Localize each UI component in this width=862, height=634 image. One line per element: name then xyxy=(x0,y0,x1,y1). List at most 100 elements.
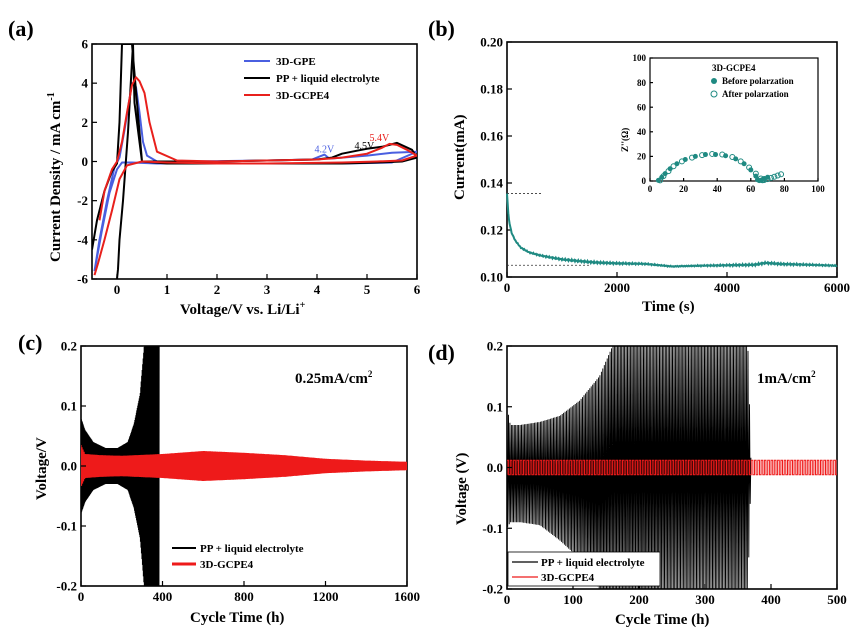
inset-point-1 xyxy=(670,163,677,170)
y-tick-label: 4 xyxy=(82,76,89,91)
x-tick-label: 0 xyxy=(504,280,511,295)
legend-d-label-gcpe: 3D-GCPE4 xyxy=(541,572,595,584)
panel-a-xlabel: Voltage/V vs. Li/Li+ xyxy=(180,300,306,318)
x-tick-label: 0 xyxy=(114,282,121,297)
y-tick-label: 0.0 xyxy=(487,460,503,475)
inset-title: 3D-GCPE4 xyxy=(712,63,756,73)
panel-a-xlabel-sup: + xyxy=(300,300,306,311)
inset-point-1 xyxy=(678,158,685,165)
panel-a-ylabel-text: Current Density / mA cm xyxy=(48,100,64,262)
series-d-pp xyxy=(507,346,752,589)
panel-c-ylabel: Voltage/V xyxy=(34,437,50,500)
panel-a-ylabel: Current Density / mA cm-1 xyxy=(46,92,64,262)
x-tick-label: 0 xyxy=(648,184,653,194)
y-tick-label: 0.2 xyxy=(487,339,503,354)
legend-a-label-gpe: 3D-GPE xyxy=(276,56,316,68)
y-tick-label: 0.20 xyxy=(480,35,503,50)
series-a-line-1 xyxy=(92,44,417,279)
y-tick-label: -0.2 xyxy=(56,579,77,594)
y-tick-label: 0.18 xyxy=(480,82,503,97)
x-tick-label: 400 xyxy=(153,589,173,604)
inset-point-1 xyxy=(660,173,667,180)
x-tick-label: 4 xyxy=(314,282,321,297)
y-tick-label: 60 xyxy=(637,102,647,112)
inset-series xyxy=(655,150,785,184)
legend-d-box xyxy=(507,551,661,587)
inset-point-1 xyxy=(699,152,706,159)
panel-b-ylabel: Current(mA) xyxy=(452,114,468,200)
y-tick-label: 80 xyxy=(637,78,647,88)
x-tick-label: 60 xyxy=(746,184,756,194)
panel-d-xlabel: Cycle Time (h) xyxy=(615,612,709,628)
panel-c-xlabel: Cycle Time (h) xyxy=(190,610,284,626)
x-tick-label: 40 xyxy=(713,184,723,194)
inset-legend-marker-after xyxy=(710,90,718,98)
legend-c-label-pp: PP + liquid electrolyte xyxy=(200,543,304,555)
inset-point-1 xyxy=(657,177,664,184)
series-a-line-2 xyxy=(93,76,417,276)
inset-point-1 xyxy=(771,173,778,180)
inset-point-1 xyxy=(778,171,785,178)
inset-point-1 xyxy=(719,151,726,158)
panel-c-rate: 0.25mA/cm2 xyxy=(295,369,373,387)
series-d-gcpe xyxy=(507,459,837,476)
inset-point-1 xyxy=(767,174,774,181)
inset-point-1 xyxy=(689,154,695,161)
inset-legend-marker-before xyxy=(711,78,717,84)
y-tick-label: 0 xyxy=(82,154,89,169)
inset-point-1 xyxy=(752,170,759,177)
annotation-a-0: 4.2V xyxy=(315,145,336,156)
inset-point-1 xyxy=(737,158,744,165)
x-tick-label: 20 xyxy=(679,184,689,194)
x-tick-label: 500 xyxy=(827,592,847,607)
panel-a-ylabel-sup: -1 xyxy=(46,92,57,100)
x-tick-label: 1600 xyxy=(394,589,420,604)
legend-a-label-pp: PP + liquid electrolyte xyxy=(276,73,380,85)
inset-point-0 xyxy=(655,177,661,183)
y-tick-label: 6 xyxy=(82,37,89,52)
panel-b-xlabel: Time (s) xyxy=(642,299,695,315)
y-tick-label: 0.1 xyxy=(61,399,77,414)
x-tick-label: 400 xyxy=(761,592,781,607)
y-tick-label: 2 xyxy=(82,115,89,130)
x-tick-label: 5 xyxy=(364,282,371,297)
panel-d-ticks: 0 100 200 300 400 500 -0.2 -0.1 0.0 0.1 0.2 xyxy=(482,339,846,607)
y-tick-label: 0.1 xyxy=(487,399,503,414)
annotation-a-2: 5.4V xyxy=(370,133,391,144)
inset-ticks: 0 20 40 60 80 100 0 20 40 60 80 100 xyxy=(633,53,826,194)
panel-b-label: (b) xyxy=(428,16,455,41)
y-tick-label: 0.14 xyxy=(480,176,503,191)
y-tick-label: 40 xyxy=(637,127,647,137)
y-tick-label: 0.2 xyxy=(61,339,77,354)
y-tick-label: 100 xyxy=(633,53,647,63)
x-tick-label: 4000 xyxy=(714,280,740,295)
y-tick-label: 0.10 xyxy=(480,270,503,285)
y-tick-label: -0.1 xyxy=(482,521,503,536)
inset-point-1 xyxy=(746,164,753,171)
panel-c-rate-text: 0.25mA/cm xyxy=(295,371,368,387)
y-tick-label: -0.2 xyxy=(482,582,503,597)
panel-d-rate-sup: 2 xyxy=(811,369,816,379)
y-tick-label: 0.0 xyxy=(61,459,77,474)
panel-b-inset: 0 20 40 60 80 100 0 20 40 60 80 100 3D-GCPE4 Before… xyxy=(620,53,825,194)
inset-point-1 xyxy=(665,168,672,175)
x-tick-label: 2000 xyxy=(604,280,630,295)
panel-c-label: (c) xyxy=(18,330,42,355)
panel-b-frame xyxy=(506,41,838,278)
x-tick-label: 100 xyxy=(811,184,825,194)
y-tick-label: -0.1 xyxy=(56,519,77,534)
inset-legend-before: Before polarzation xyxy=(722,76,794,86)
inset-ylabel: Z''(Ω) xyxy=(620,128,630,152)
panel-c-ticks: 0 400 800 1200 1600 -0.2 -0.1 0.0 0.1 0.2 xyxy=(56,339,420,604)
series-b-current xyxy=(506,193,838,269)
panel-d: 0 100 200 300 400 500 -0.2 -0.1 0.0 0.1 0.2 1mA/cm… xyxy=(454,339,847,628)
y-tick-label: -2 xyxy=(77,193,88,208)
x-tick-label: 1 xyxy=(164,282,171,297)
inset-point-1 xyxy=(774,172,781,179)
x-tick-label: 0 xyxy=(504,592,511,607)
x-tick-label: 3 xyxy=(264,282,271,297)
